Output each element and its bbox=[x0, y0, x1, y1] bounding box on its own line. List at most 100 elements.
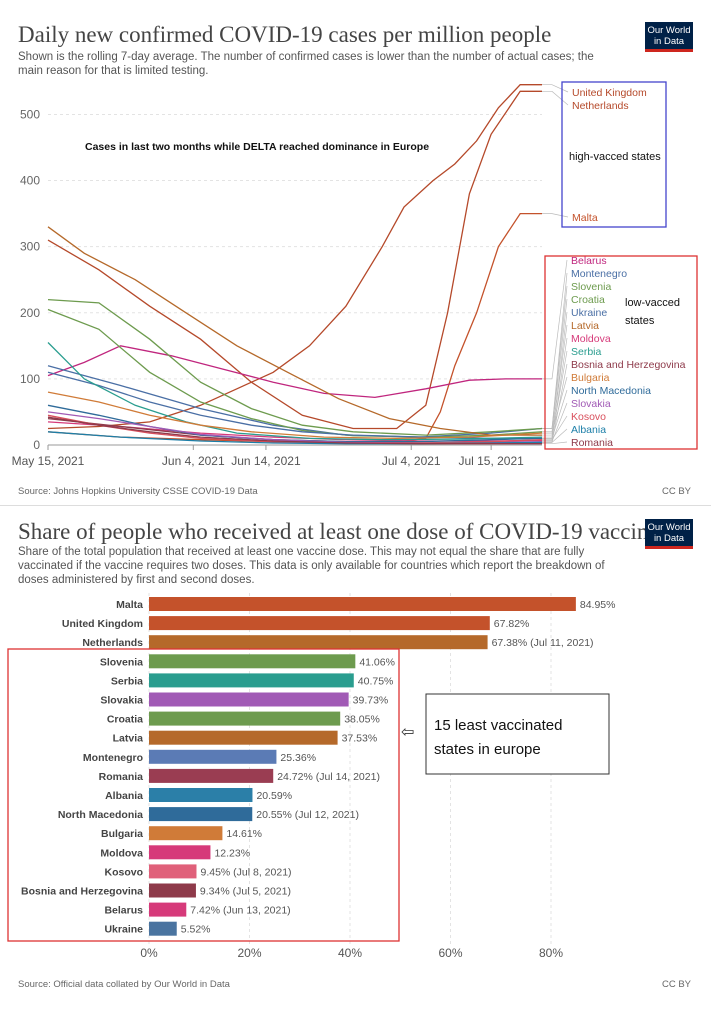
bar-albania[interactable] bbox=[149, 788, 253, 802]
logo-line-2: in Data bbox=[653, 36, 685, 47]
series-line-netherlands[interactable] bbox=[47, 90, 542, 430]
series-line-belarus[interactable] bbox=[47, 345, 542, 399]
bar-slovakia[interactable] bbox=[149, 692, 349, 707]
cases-license[interactable]: CC BY bbox=[661, 486, 691, 497]
bar-united-kingdom[interactable] bbox=[149, 616, 490, 631]
bar-value-bulgaria: 14.61% bbox=[226, 828, 262, 840]
bar-value-serbia: 40.75% bbox=[358, 675, 394, 687]
vaccine-license[interactable]: CC BY bbox=[661, 979, 691, 990]
callout-line-1: 15 least vaccinated bbox=[434, 717, 562, 734]
bar-category-croatia: Croatia bbox=[107, 714, 143, 726]
bar-ukraine[interactable] bbox=[149, 921, 177, 936]
series-label-latvia[interactable]: Latvia bbox=[571, 320, 599, 332]
panel-divider bbox=[0, 505, 711, 506]
bar-croatia[interactable] bbox=[149, 711, 341, 726]
series-label-albania[interactable]: Albania bbox=[571, 424, 606, 436]
bar-bulgaria[interactable] bbox=[149, 826, 223, 841]
bar-category-albania: Albania bbox=[105, 790, 143, 802]
series-label-bosnia-and-herzegovina[interactable]: Bosnia and Herzegovina bbox=[571, 359, 686, 371]
bar-montenegro[interactable] bbox=[149, 749, 277, 764]
bar-north-macedonia[interactable] bbox=[149, 807, 253, 822]
series-label-netherlands[interactable]: Netherlands bbox=[572, 100, 629, 112]
x-tick-label: Jul 15, 2021 bbox=[458, 454, 524, 468]
bar-value-bosnia-and-herzegovina: 9.34% (Jul 5, 2021) bbox=[200, 886, 291, 898]
series-label-malta[interactable]: Malta bbox=[572, 212, 598, 224]
y-tick-label: 300 bbox=[20, 240, 40, 254]
bar-value-croatia: 38.05% bbox=[344, 714, 380, 726]
series-label-belarus[interactable]: Belarus bbox=[571, 255, 607, 267]
bar-value-montenegro: 25.36% bbox=[280, 752, 316, 764]
bar-category-united-kingdom: United Kingdom bbox=[62, 618, 143, 630]
vaccine-chart-title: Share of people who received at least on… bbox=[18, 519, 659, 544]
series-label-slovenia[interactable]: Slovenia bbox=[571, 281, 611, 293]
cases-subtitle-line-1: Shown is the rolling 7-day average. The … bbox=[18, 51, 594, 63]
series-line-bulgaria[interactable] bbox=[47, 391, 543, 440]
y-tick-label: 400 bbox=[20, 174, 40, 188]
vaccine-chart-subtitle: Share of the total population that recei… bbox=[18, 545, 605, 587]
cases-source[interactable]: Source: Johns Hopkins University CSSE CO… bbox=[18, 486, 258, 497]
y-tick-label: 0 bbox=[33, 438, 40, 452]
x-tick-label: 0% bbox=[140, 946, 158, 960]
bar-category-north-macedonia: North Macedonia bbox=[58, 809, 143, 821]
series-label-united-kingdom[interactable]: United Kingdom bbox=[572, 87, 647, 99]
series-line-romania[interactable] bbox=[47, 416, 542, 445]
least-vaccinated-box bbox=[7, 648, 400, 942]
callout-arrow-icon: ⇦ bbox=[401, 724, 414, 741]
owid-logo[interactable]: Our World in Data bbox=[645, 22, 693, 52]
y-tick-label: 500 bbox=[20, 107, 40, 121]
series-label-serbia[interactable]: Serbia bbox=[571, 346, 602, 358]
high-vacced-box bbox=[561, 81, 667, 228]
bar-moldova[interactable] bbox=[149, 845, 211, 860]
high-vacced-label: high-vacced states bbox=[569, 151, 661, 163]
series-label-ukraine[interactable]: Ukraine bbox=[571, 307, 607, 319]
bar-kosovo[interactable] bbox=[149, 864, 197, 879]
bar-category-slovakia: Slovakia bbox=[100, 695, 143, 707]
bar-category-bulgaria: Bulgaria bbox=[101, 828, 143, 840]
series-label-romania[interactable]: Romania bbox=[571, 437, 613, 449]
y-tick-label: 100 bbox=[20, 372, 40, 386]
series-label-bulgaria[interactable]: Bulgaria bbox=[571, 372, 610, 384]
series-line-serbia[interactable] bbox=[47, 342, 543, 441]
vaccine-chart-panel: Share of people who received at least on… bbox=[0, 505, 711, 1011]
bar-category-montenegro: Montenegro bbox=[83, 752, 143, 764]
bar-category-serbia: Serbia bbox=[111, 675, 143, 687]
x-tick-label: Jun 14, 2021 bbox=[231, 454, 301, 468]
bar-slovenia[interactable] bbox=[149, 654, 356, 669]
series-line-slovenia[interactable] bbox=[47, 298, 543, 436]
bar-value-romania: 24.72% (Jul 14, 2021) bbox=[277, 771, 380, 783]
owid-logo-2[interactable]: Our World in Data bbox=[645, 519, 693, 549]
bar-value-albania: 20.59% bbox=[256, 790, 292, 802]
series-line-united-kingdom[interactable] bbox=[47, 84, 542, 430]
x-tick-label: 60% bbox=[438, 946, 462, 960]
bar-category-ukraine: Ukraine bbox=[104, 924, 143, 936]
bar-malta[interactable] bbox=[149, 597, 576, 611]
bar-belarus[interactable] bbox=[149, 902, 187, 917]
bar-category-latvia: Latvia bbox=[113, 733, 144, 745]
series-label-croatia[interactable]: Croatia bbox=[571, 294, 605, 306]
callout-line-2: states in europe bbox=[434, 741, 541, 758]
series-label-moldova[interactable]: Moldova bbox=[571, 333, 611, 345]
x-tick-label: 40% bbox=[338, 946, 362, 960]
bar-value-north-macedonia: 20.55% (Jul 12, 2021) bbox=[256, 809, 359, 821]
series-label-montenegro[interactable]: Montenegro bbox=[571, 268, 627, 280]
vaccine-source[interactable]: Source: Official data collated by Our Wo… bbox=[18, 979, 230, 990]
bar-romania[interactable] bbox=[149, 768, 274, 783]
bar-bosnia-and-herzegovina[interactable] bbox=[149, 883, 196, 898]
series-label-north-macedonia[interactable]: North Macedonia bbox=[571, 385, 651, 397]
logo2-line-1: Our World bbox=[647, 522, 691, 533]
logo-line-1: Our World bbox=[647, 25, 691, 36]
cases-series-lines bbox=[47, 84, 543, 445]
series-label-slovakia[interactable]: Slovakia bbox=[571, 398, 611, 410]
bar-latvia[interactable] bbox=[149, 730, 338, 745]
bar-category-moldova: Moldova bbox=[100, 847, 143, 859]
bar-serbia[interactable] bbox=[149, 673, 354, 688]
vaccine-subtitle-line-1: Share of the total population that recei… bbox=[18, 546, 585, 558]
bar-category-belarus: Belarus bbox=[104, 905, 143, 917]
series-line-latvia[interactable] bbox=[47, 226, 542, 436]
cases-chart-subtitle: Shown is the rolling 7-day average. The … bbox=[18, 50, 594, 78]
bar-netherlands[interactable] bbox=[149, 635, 488, 650]
series-line-croatia[interactable] bbox=[47, 308, 543, 438]
delta-annotation: Cases in last two months while DELTA rea… bbox=[85, 141, 429, 153]
series-label-kosovo[interactable]: Kosovo bbox=[571, 411, 606, 423]
